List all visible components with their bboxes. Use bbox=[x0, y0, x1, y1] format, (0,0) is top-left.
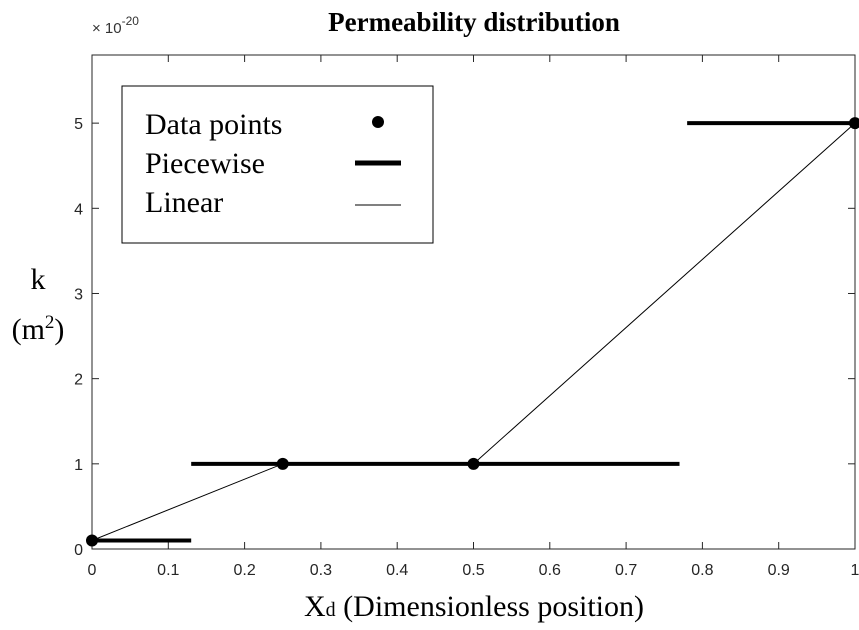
data-point bbox=[468, 458, 480, 470]
x-tick-label: 0.7 bbox=[615, 562, 637, 579]
y-exponent-prefix: × 10 bbox=[92, 20, 122, 37]
y-tick-label: 2 bbox=[74, 372, 83, 389]
y-tick-label: 0 bbox=[74, 542, 83, 559]
y-exponent-power: -20 bbox=[122, 14, 140, 28]
x-axis-label: Xd (Dimensionless position) bbox=[304, 590, 644, 623]
legend-label-data-points: Data points bbox=[145, 108, 282, 141]
data-point bbox=[277, 458, 289, 470]
legend-label-linear: Linear bbox=[145, 186, 223, 219]
x-tick-label: 0.9 bbox=[768, 562, 790, 579]
x-tick-label: 0.3 bbox=[310, 562, 332, 579]
legend: Data points Piecewise Linear bbox=[122, 86, 433, 243]
x-tick-label: 0.1 bbox=[157, 562, 179, 579]
y-tick-label: 5 bbox=[74, 116, 83, 133]
x-tick-label: 0 bbox=[88, 562, 97, 579]
x-tick-label: 0.2 bbox=[233, 562, 255, 579]
y-tick-label: 1 bbox=[74, 457, 83, 474]
x-tick-label: 0.5 bbox=[462, 562, 484, 579]
y-axis-label-units: (m2) bbox=[12, 312, 65, 346]
x-tick-label: 1 bbox=[851, 562, 859, 579]
y-tick-label: 4 bbox=[74, 201, 83, 218]
chart-title: Permeability distribution bbox=[328, 7, 620, 37]
x-tick-label: 0.8 bbox=[691, 562, 713, 579]
data-point bbox=[86, 534, 98, 546]
x-tick-label: 0.4 bbox=[386, 562, 408, 579]
x-tick-label: 0.6 bbox=[539, 562, 561, 579]
legend-marker-data-points bbox=[372, 116, 384, 128]
y-axis-label-k: k bbox=[31, 263, 46, 296]
legend-label-piecewise: Piecewise bbox=[145, 147, 265, 180]
y-tick-label: 3 bbox=[74, 286, 83, 303]
